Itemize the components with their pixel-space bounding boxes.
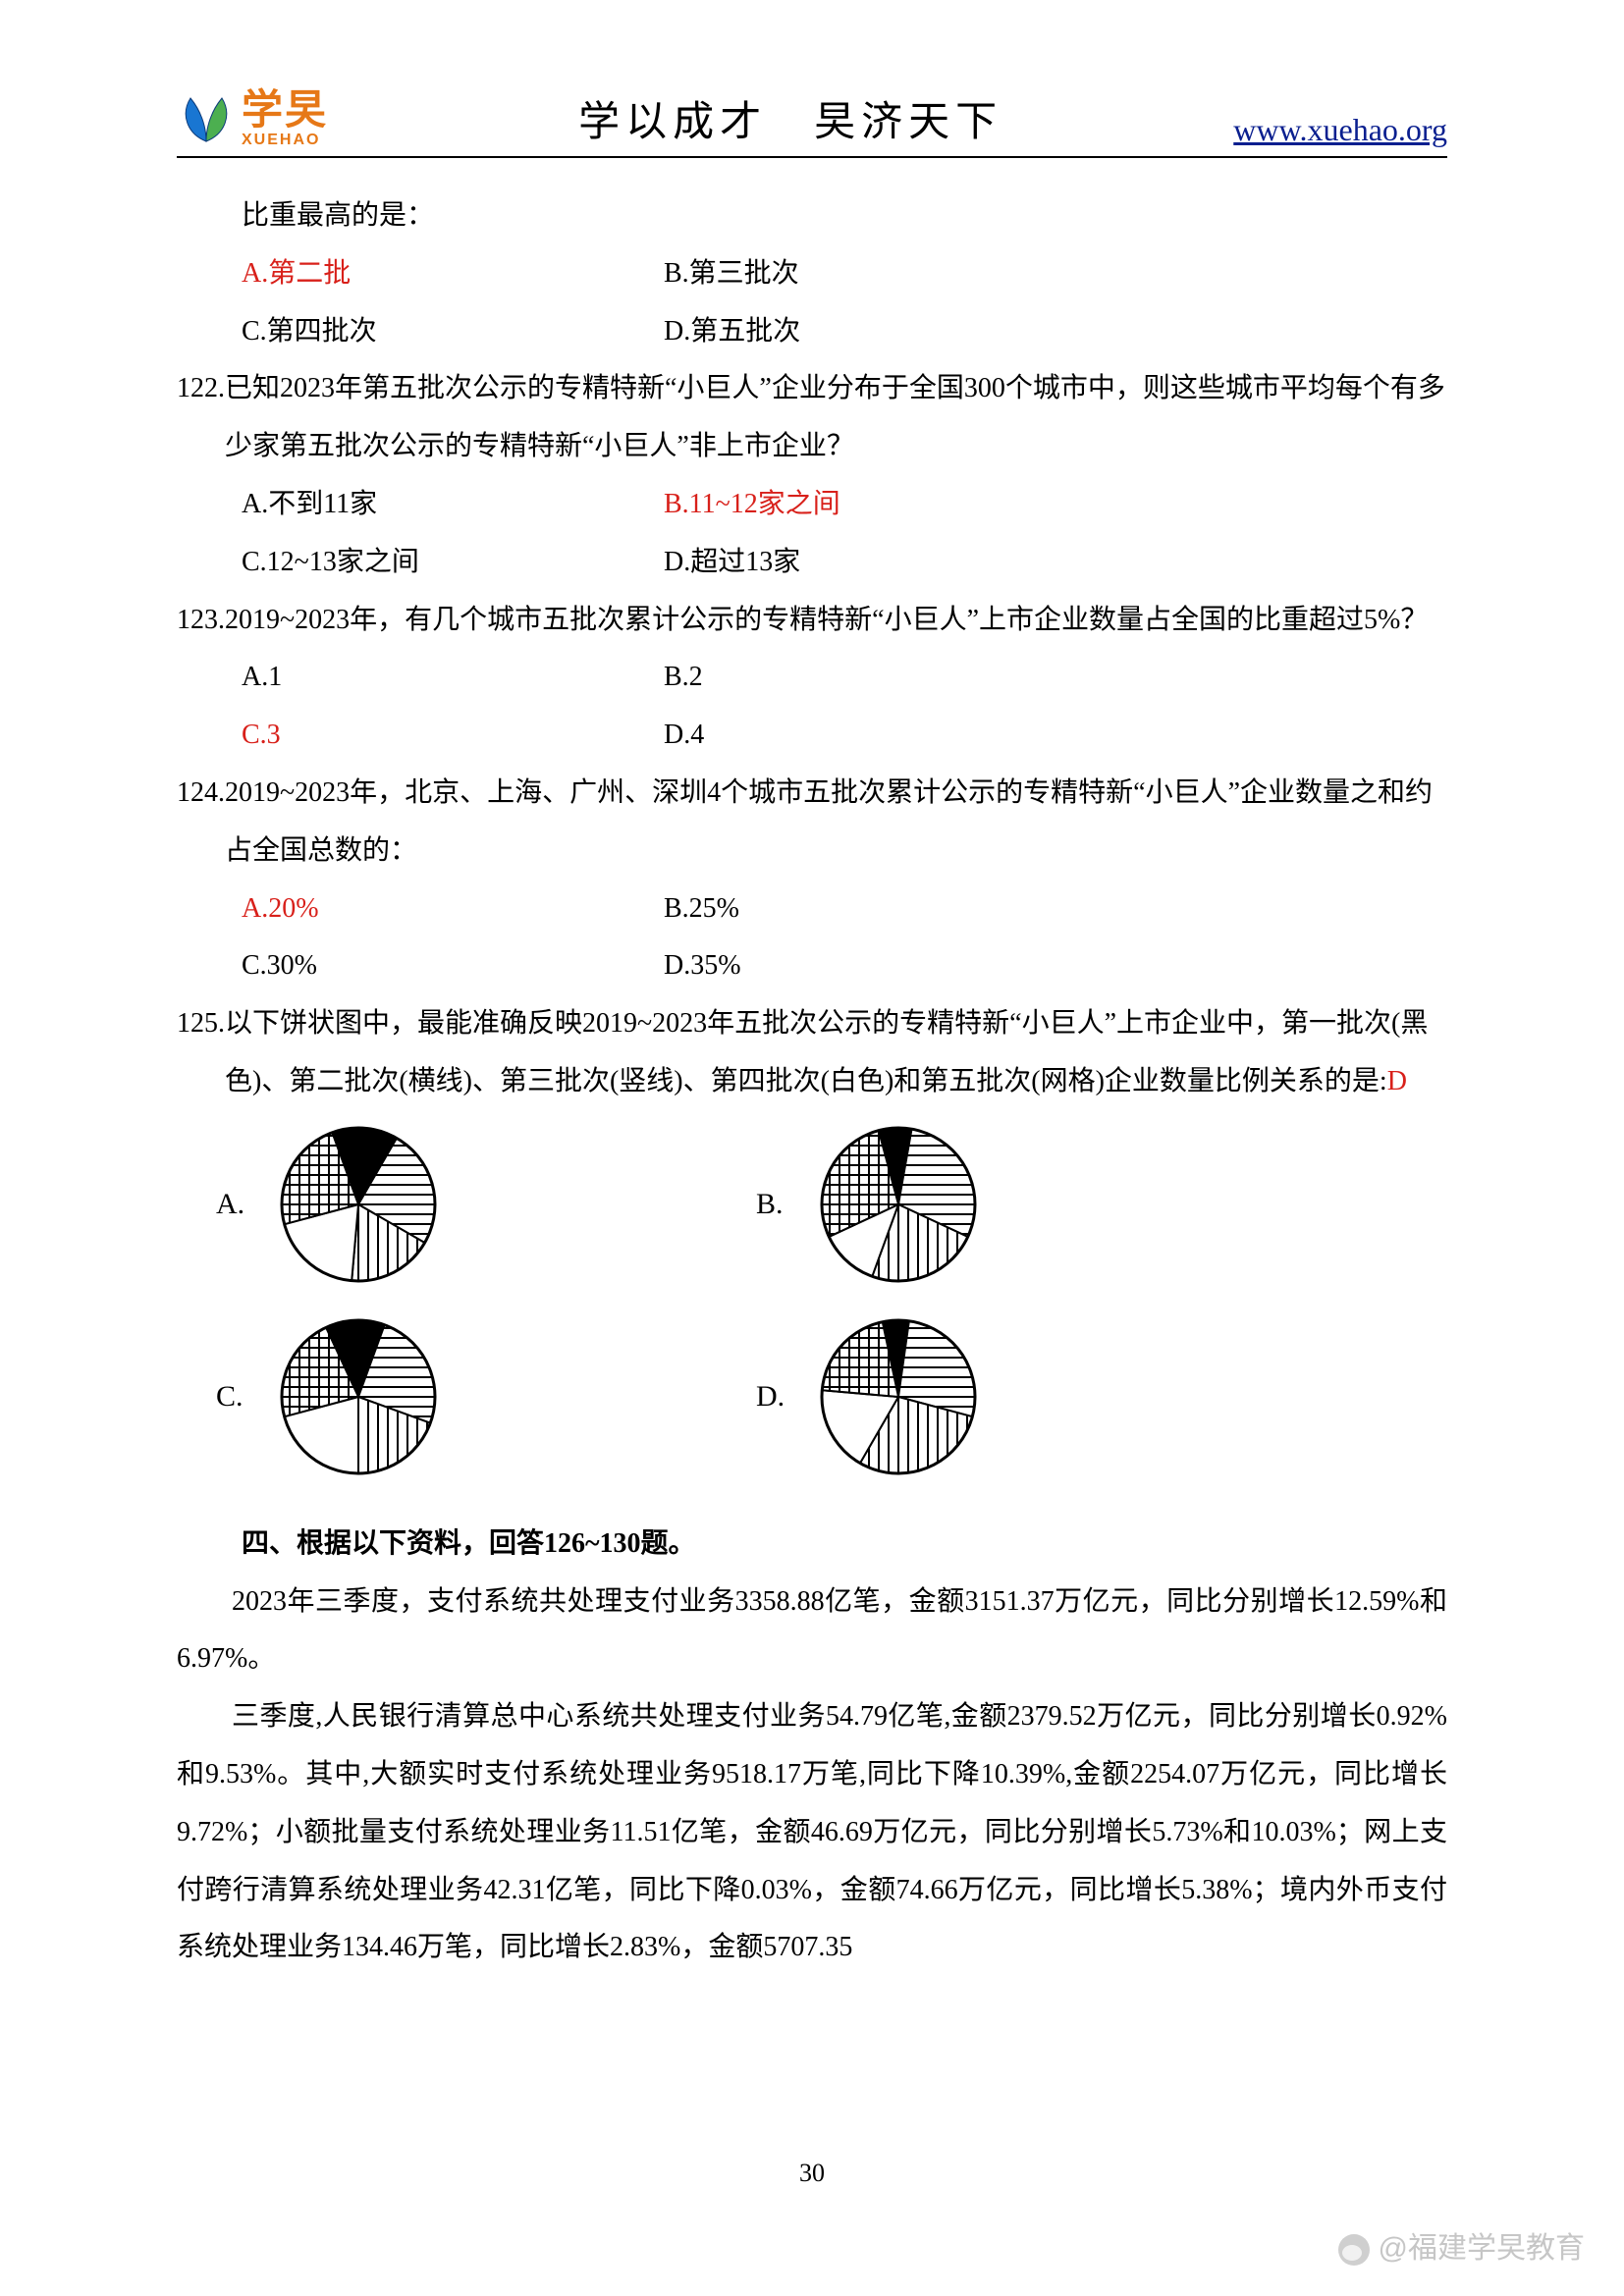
q123-opts-row1: A.1 B.2 bbox=[177, 649, 1447, 707]
logo-cn: 学旲 bbox=[242, 89, 328, 131]
frag-top-opts-row1: A.第二批 B.第三批次 bbox=[177, 245, 1447, 303]
q123-opt-d: D.4 bbox=[664, 707, 1086, 765]
pie-chart-a bbox=[275, 1121, 442, 1288]
q123: 123. 2019~2023年，有几个城市五批次累计公示的专精特新“小巨人”上市… bbox=[177, 592, 1447, 650]
q122-opt-b: B.11~12家之间 bbox=[664, 476, 1086, 534]
q124-opt-d: D.35% bbox=[664, 937, 1086, 995]
pie-chart-b bbox=[815, 1121, 982, 1288]
frag-top-opt-c: C.第四批次 bbox=[242, 303, 664, 361]
q124-opt-b: B.25% bbox=[664, 881, 1086, 938]
q122-opts-row1: A.不到11家 B.11~12家之间 bbox=[177, 476, 1447, 534]
leaf-icon bbox=[177, 92, 236, 145]
frag-top-text: 比重最高的是： bbox=[177, 187, 1447, 245]
page-number: 30 bbox=[0, 2159, 1624, 2188]
q125-text-a: 以下饼状图中，最能准确反映2019~2023年五批次公示的专精特新“小巨人”上市… bbox=[225, 1008, 1428, 1096]
q124: 124. 2019~2023年，北京、上海、广州、深圳4个城市五批次累计公示的专… bbox=[177, 765, 1447, 881]
q124-opts-row2: C.30% D.35% bbox=[177, 937, 1447, 995]
q123-text: 2019~2023年，有几个城市五批次累计公示的专精特新“小巨人”上市企业数量占… bbox=[225, 592, 1447, 650]
content: 比重最高的是： A.第二批 B.第三批次 C.第四批次 D.第五批次 122. … bbox=[177, 187, 1447, 1977]
pie-chart-d bbox=[815, 1313, 982, 1480]
header-title: 学以成才 旲济天下 bbox=[387, 88, 1194, 148]
q123-opt-b: B.2 bbox=[664, 649, 1086, 707]
page: 学旲 XUEHAO 学以成才 旲济天下 www.xuehao.org 比重最高的… bbox=[0, 0, 1624, 2296]
page-header: 学旲 XUEHAO 学以成才 旲济天下 www.xuehao.org bbox=[177, 88, 1447, 158]
frag-top-opts-row2: C.第四批次 D.第五批次 bbox=[177, 303, 1447, 361]
q125-num: 125. bbox=[177, 995, 225, 1053]
pie-label-b: B. bbox=[756, 1173, 815, 1235]
q124-opt-a: A.20% bbox=[242, 881, 664, 938]
q124-opts-row1: A.20% B.25% bbox=[177, 881, 1447, 938]
pie-label-c: C. bbox=[216, 1365, 275, 1427]
q123-opt-a: A.1 bbox=[242, 649, 664, 707]
header-link[interactable]: www.xuehao.org bbox=[1233, 112, 1447, 148]
q123-opts-row2: C.3 D.4 bbox=[177, 707, 1447, 765]
watermark: @福建学旲教育 bbox=[1337, 2223, 1585, 2267]
pie-label-d: D. bbox=[756, 1365, 815, 1427]
q123-num: 123. bbox=[177, 592, 225, 650]
section4-p2: 三季度,人民银行清算总中心系统共处理支付业务54.79亿笔,金额2379.52万… bbox=[177, 1688, 1447, 1977]
q122-opt-c: C.12~13家之间 bbox=[242, 534, 664, 592]
pie-chart-c bbox=[275, 1313, 442, 1480]
q125: 125. 以下饼状图中，最能准确反映2019~2023年五批次公示的专精特新“小… bbox=[177, 995, 1447, 1111]
q124-num: 124. bbox=[177, 765, 225, 823]
frag-top-opt-a: A.第二批 bbox=[242, 245, 664, 303]
frag-top-opt-d: D.第五批次 bbox=[664, 303, 1086, 361]
q122-text: 已知2023年第五批次公示的专精特新“小巨人”企业分布于全国300个城市中，则这… bbox=[225, 360, 1447, 476]
q122-opt-d: D.超过13家 bbox=[664, 534, 1086, 592]
q125-answer: D bbox=[1387, 1066, 1407, 1096]
pie-row-1: A. B. bbox=[216, 1121, 1447, 1288]
frag-top-opt-b: B.第三批次 bbox=[664, 245, 1086, 303]
pie-grid: A. B. C. D. bbox=[177, 1121, 1447, 1480]
pie-row-2: C. D. bbox=[216, 1313, 1447, 1480]
q124-text: 2019~2023年，北京、上海、广州、深圳4个城市五批次累计公示的专精特新“小… bbox=[225, 765, 1447, 881]
q124-opt-c: C.30% bbox=[242, 937, 664, 995]
section4-p1: 2023年三季度，支付系统共处理支付业务3358.88亿笔，金额3151.37万… bbox=[177, 1574, 1447, 1689]
watermark-text: @福建学旲教育 bbox=[1379, 2232, 1585, 2265]
q122: 122. 已知2023年第五批次公示的专精特新“小巨人”企业分布于全国300个城… bbox=[177, 360, 1447, 476]
weibo-icon bbox=[1337, 2233, 1371, 2267]
q122-num: 122. bbox=[177, 360, 225, 418]
pie-label-a: A. bbox=[216, 1173, 275, 1235]
logo-text: 学旲 XUEHAO bbox=[242, 89, 328, 148]
q125-text: 以下饼状图中，最能准确反映2019~2023年五批次公示的专精特新“小巨人”上市… bbox=[225, 995, 1447, 1111]
logo: 学旲 XUEHAO bbox=[177, 89, 328, 148]
logo-en: XUEHAO bbox=[242, 133, 328, 148]
q123-opt-c: C.3 bbox=[242, 707, 664, 765]
section4-title: 四、根据以下资料，回答126~130题。 bbox=[177, 1516, 1447, 1574]
q122-opt-a: A.不到11家 bbox=[242, 476, 664, 534]
q122-opts-row2: C.12~13家之间 D.超过13家 bbox=[177, 534, 1447, 592]
